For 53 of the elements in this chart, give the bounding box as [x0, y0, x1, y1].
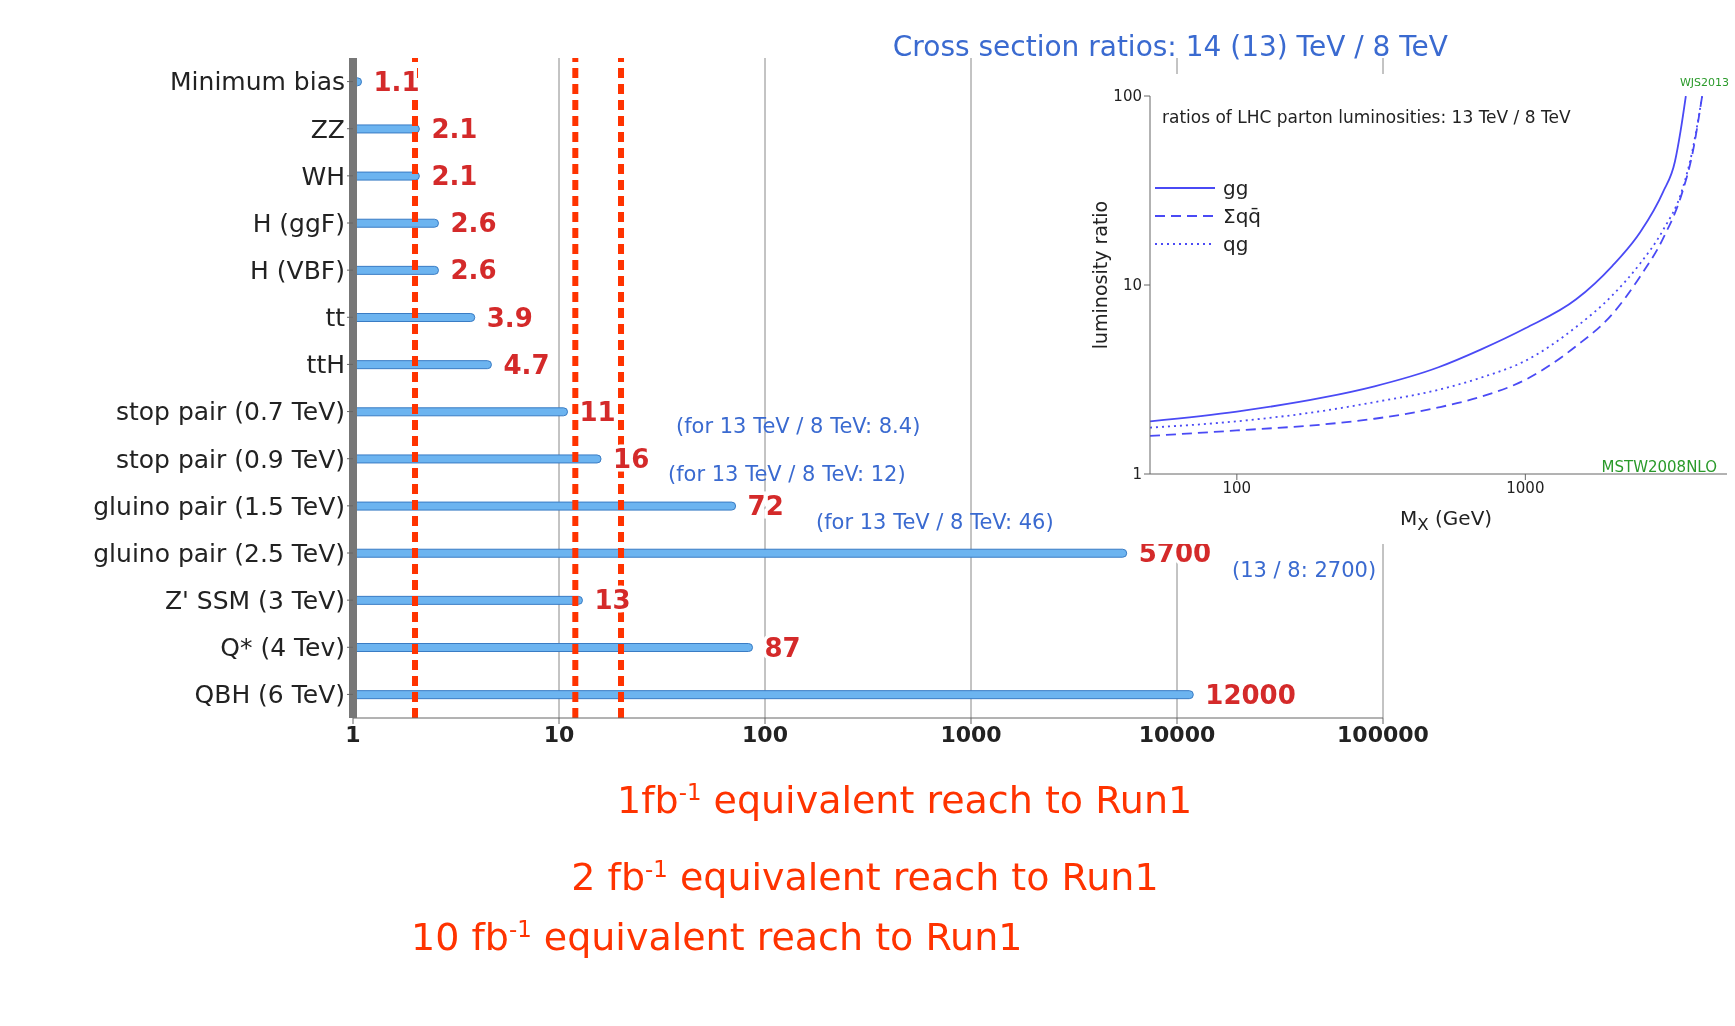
y-tick-label: gluino pair (2.5 TeV) [93, 538, 345, 568]
y-tick-label: H (VBF) [250, 256, 345, 286]
annotation: (for 13 TeV / 8 TeV: 8.4) [676, 414, 921, 438]
annotation: MSTW2008NLO [1601, 458, 1717, 476]
data-label: 87 [764, 632, 801, 663]
y-tick-label: Q* (4 Tev) [220, 633, 345, 663]
y-tick-label: gluino pair (1.5 TeV) [93, 491, 345, 521]
text: ratios of LHC parton luminosities: 13 TeV / 8 TeV [1162, 107, 1571, 127]
y-tick-label: 10 [1122, 276, 1142, 295]
data-label: 3.9 [486, 302, 533, 333]
data-label: 2.1 [431, 113, 478, 144]
x-tick-label: 100000 [1337, 721, 1429, 747]
data-label: 11 [579, 396, 616, 427]
legend-label: gg [1223, 176, 1249, 200]
ref-line-label: 10 fb$^{-1}$ equivalent reach to Run1 [411, 915, 1023, 959]
legend-label: Σqq̄ [1223, 204, 1262, 228]
y-tick-label: H (ggF) [252, 208, 345, 238]
x-tick-label: 100 [742, 721, 788, 747]
chart-title: Cross section ratios: 14 (13) TeV / 8 TeV [892, 30, 1448, 63]
y-tick-label: 100 [1113, 87, 1142, 106]
y-tick-label: Z' SSM (3 TeV) [164, 586, 345, 616]
data-label: 2.6 [450, 255, 497, 286]
x-tick-label: 1 [345, 721, 361, 747]
x-axis-title: M$_{X}$ (GeV) [1400, 506, 1493, 534]
data-label: 2.6 [450, 208, 497, 239]
annotation: (for 13 TeV / 8 TeV: 12) [668, 462, 906, 486]
x-tick-label: 1000 [940, 721, 1002, 747]
data-label: 12000 [1205, 679, 1296, 710]
data-label: 1.1 [373, 66, 420, 97]
x-tick-label: 1000 [1506, 478, 1545, 497]
y-tick-label: stop pair (0.9 TeV) [115, 444, 345, 474]
annotation: (for 13 TeV / 8 TeV: 46) [816, 510, 1054, 534]
data-label: 72 [747, 491, 784, 522]
x-tick-label: 10 [543, 721, 575, 747]
data-label: 16 [613, 443, 650, 474]
text: WJS2013 [1679, 76, 1729, 89]
y-tick-label: QBH (6 TeV) [194, 680, 345, 710]
y-axis-title: luminosity ratio [1089, 199, 1111, 352]
data-label: 13 [594, 585, 631, 616]
annotation: (13 / 8: 2700) [1232, 558, 1377, 582]
y-tick-label: ZZ [310, 114, 345, 144]
y-tick-label: tt [325, 303, 346, 333]
y-tick-label: stop pair (0.7 TeV) [115, 397, 345, 427]
data-label: 4.7 [503, 349, 550, 380]
y-tick-label: WH [301, 161, 345, 191]
y-tick-label: ttH [306, 350, 345, 380]
y-tick-label: Minimum bias [170, 67, 345, 97]
y-tick-label: 1 [1132, 465, 1142, 484]
x-tick-label: 10000 [1138, 721, 1216, 747]
data-label: 2.1 [431, 161, 478, 192]
ref-line-label: 2 fb$^{-1}$ equivalent reach to Run1 [571, 855, 1159, 899]
legend-label: qg [1223, 232, 1249, 256]
ref-line-label: 1fb$^{-1}$ equivalent reach to Run1 [617, 778, 1193, 822]
